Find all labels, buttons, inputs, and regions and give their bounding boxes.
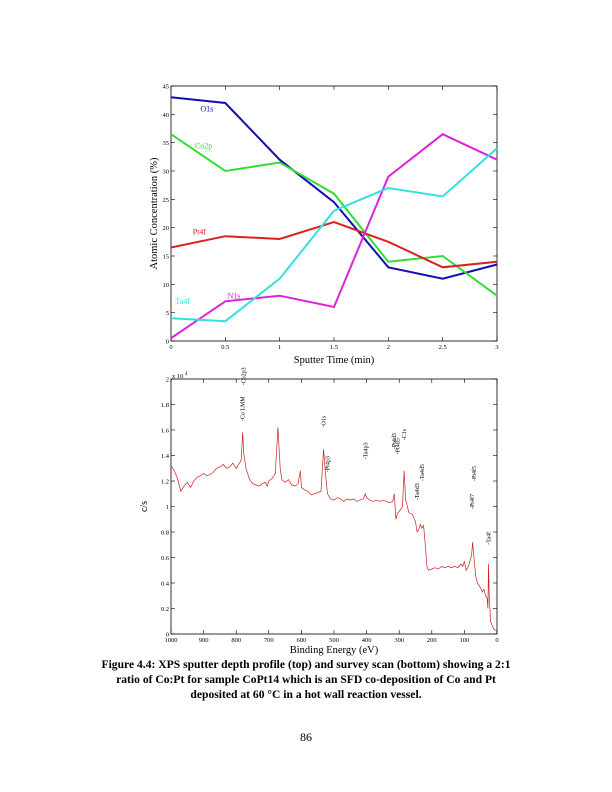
peak-label-ta4f: -Ta4f	[486, 532, 493, 545]
peak-label-co-lmm: -Co LMM	[241, 396, 247, 422]
spectrum-line	[170, 427, 498, 632]
y-tick-label: 0.6	[161, 555, 170, 562]
y-tick-label: 45	[163, 84, 170, 91]
y-multiplier-exponent: 4	[185, 372, 188, 377]
peak-label-pt4f7: -Pt4f7	[469, 494, 476, 509]
caption-line-1: Figure 4.4: XPS sputter depth profile (t…	[101, 658, 511, 671]
peak-label-pt4d3: -Pt4d3	[392, 433, 398, 449]
series-line-pt4f	[170, 220, 498, 269]
peak-label-c1s: -C1s	[402, 428, 408, 440]
series-label-co2p: Co2p	[195, 141, 212, 150]
y-axis-label: c/s	[139, 501, 150, 512]
series-line-ta4f	[170, 147, 498, 323]
plot-frame	[170, 378, 498, 635]
y-tick-label: 2	[166, 377, 169, 384]
y-tick-label: 1.6	[161, 428, 170, 435]
y-tick-label: 1.8	[161, 402, 169, 409]
peak-label-ta4p3: -Ta4p3	[363, 442, 369, 459]
x-tick-label: 2.5	[439, 344, 447, 351]
x-tick-label: 600	[297, 637, 307, 644]
x-tick-label: 200	[427, 637, 437, 644]
peak-label-ta4d3: -Ta4d3	[415, 483, 421, 500]
y-tick-label: 0.8	[161, 530, 169, 537]
y-tick-label: 15	[163, 254, 170, 261]
y-tick-label: 10	[163, 282, 170, 289]
x-tick-label: 1000	[165, 637, 178, 644]
y-tick-label: 0.4	[161, 581, 170, 588]
series-label-o1s: O1s	[200, 105, 213, 114]
x-tick-label: 800	[231, 637, 241, 644]
y-tick-label: 25	[163, 197, 170, 204]
depth-profile-chart: 0 5 10 15 20 25 30 35 40 45 0 0.5 1 1.5 2 2.5 3 O1s Co2p Pt…	[149, 84, 499, 367]
series-label-ta4f: Ta4f	[175, 297, 190, 306]
y-tick-label: 1.2	[161, 479, 169, 486]
page-number: 86	[300, 730, 312, 744]
y-axis-label: Atomic Concentration (%)	[149, 157, 160, 269]
x-tick-label: 500	[329, 637, 339, 644]
y-tick-label: 1.4	[161, 453, 170, 460]
series-line-co2p	[170, 133, 498, 297]
y-tick-label: 0	[166, 339, 169, 346]
caption-line-3: deposited at 60 °C in a hot wall reactio…	[190, 688, 422, 701]
x-tick-label: 300	[394, 637, 404, 644]
series-label-pt4f: Pt4f	[193, 227, 207, 236]
y-tick-label: 20	[163, 225, 170, 232]
x-tick-label: 400	[362, 637, 372, 644]
peak-label-pt4p3: -Pt4p3	[325, 456, 331, 472]
y-tick-label: 30	[163, 169, 170, 176]
peak-label-pt4f5: -Pt4f5	[471, 466, 478, 481]
y-multiplier: x 10	[172, 373, 183, 380]
series-line-n1s	[170, 133, 498, 340]
x-tick-label: 2	[387, 344, 390, 351]
peak-label-co2p3: -Co2p3	[241, 367, 247, 385]
x-tick-label: 900	[199, 637, 209, 644]
x-tick-label: 700	[264, 637, 274, 644]
x-tick-label: 100	[460, 637, 470, 644]
figure-caption: Figure 4.4: XPS sputter depth profile (t…	[60, 657, 552, 702]
x-tick-label: 0.5	[221, 344, 229, 351]
y-tick-label: 40	[163, 112, 170, 119]
peak-label-o1s: -O1s	[322, 415, 328, 427]
y-tick-label: 5	[166, 310, 169, 317]
x-tick-label: 0	[169, 344, 172, 351]
y-tick-label: 0	[166, 632, 169, 639]
caption-line-2: ratio of Co:Pt for sample CoPt14 which i…	[116, 673, 496, 686]
y-tick-label: 1	[166, 504, 169, 511]
x-axis-label: Binding Energy (eV)	[290, 645, 379, 656]
series-line-o1s	[170, 96, 498, 280]
x-tick-label: 0	[495, 637, 498, 644]
x-tick-label: 3	[495, 344, 498, 351]
x-axis-label: Sputter Time (min)	[294, 355, 375, 366]
peak-label-ta4d5: -Ta4d5	[420, 464, 426, 481]
x-tick-label: 1.5	[330, 344, 338, 351]
y-tick-label: 35	[163, 140, 170, 147]
peak-label-pt4d5: -Pt4d5	[396, 438, 402, 454]
y-tick-label: 0.2	[161, 606, 169, 613]
series-label-n1s: N1s	[228, 292, 241, 301]
x-tick-label: 1	[278, 344, 281, 351]
